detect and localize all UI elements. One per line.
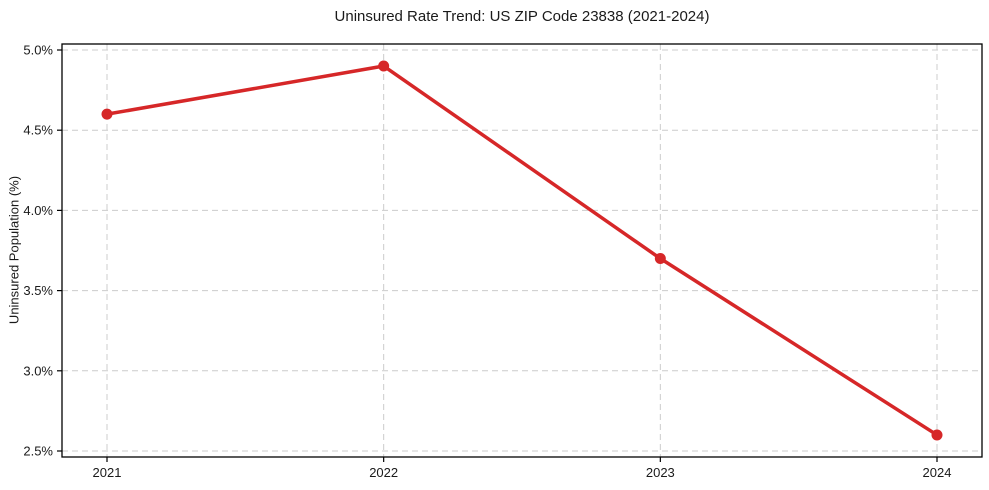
x-tick-label: 2023 <box>646 465 675 480</box>
data-point <box>378 60 390 72</box>
y-tick-label: 3.0% <box>23 363 53 378</box>
x-tick-label: 2024 <box>923 465 952 480</box>
plot-border <box>61 43 983 458</box>
trend-line <box>105 64 939 437</box>
y-tick-label: 4.0% <box>23 203 53 218</box>
chart-title: Uninsured Rate Trend: US ZIP Code 23838 … <box>334 8 710 25</box>
data-point <box>931 429 943 441</box>
data-point <box>101 108 113 120</box>
y-tick-label: 5.0% <box>23 43 53 58</box>
y-tick-label: 2.5% <box>23 444 53 459</box>
x-tick-label: 2021 <box>93 465 122 480</box>
y-tick-label: 3.5% <box>23 283 53 298</box>
y-tick-label: 4.5% <box>23 123 53 138</box>
x-tick-label: 2022 <box>369 465 398 480</box>
data-point <box>654 253 666 265</box>
